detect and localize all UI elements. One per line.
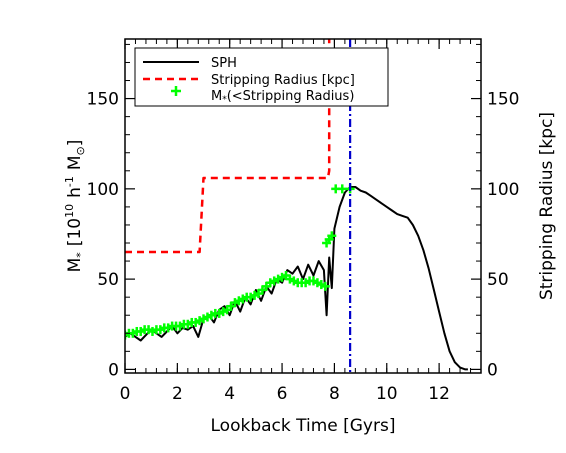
- x-tick-label: 10: [376, 384, 398, 404]
- mstar-point: [320, 281, 330, 291]
- legend-label-mstar: M*(<Stripping Radius): [211, 89, 354, 105]
- legend-mstar-sub: *: [222, 95, 227, 105]
- mstar-point: [327, 231, 337, 241]
- x-axis-title: Lookback Time [Gyrs]: [211, 416, 396, 436]
- legend: SPH Stripping Radius [kpc] M*(<Stripping…: [134, 47, 389, 107]
- x-tick-label: 0: [120, 384, 131, 404]
- y-left-exp-h: -1: [63, 176, 76, 187]
- mstar-point: [337, 184, 347, 194]
- y-left-tick-label: 150: [87, 90, 119, 110]
- legend-mstar-suffix: (<Stripping Radius): [227, 89, 355, 104]
- legend-box: [134, 47, 389, 107]
- legend-swatch-mstar: [171, 86, 181, 96]
- x-tick-label: 8: [329, 384, 340, 404]
- x-tick-label: 12: [428, 384, 450, 404]
- y-right-tick-label: 150: [487, 90, 519, 110]
- legend-label-sph: SPH: [211, 56, 237, 71]
- y-axis-right-title: Stripping Radius [kpc]: [537, 112, 557, 300]
- x-tick-label: 6: [277, 384, 288, 404]
- y-left-exp10: 10: [63, 204, 76, 218]
- x-tick-label: 4: [224, 384, 235, 404]
- y-left-tick-label: 100: [87, 180, 119, 200]
- y-right-tick-label: 0: [487, 360, 498, 380]
- y-left-m: M: [65, 258, 85, 273]
- y-left-tick-label: 0: [108, 360, 119, 380]
- y-right-tick-label: 100: [487, 180, 519, 200]
- y-left-tick-label: 50: [97, 270, 119, 290]
- y-left-open: [10: [65, 218, 85, 246]
- y-left-h: h: [65, 187, 85, 198]
- series-stripping-radius-line: [125, 39, 331, 254]
- legend-mstar-prefix: M: [211, 89, 222, 104]
- ticks-layer: 0 2 4 6 8 10 12 0 50 100 150 0 50 100 150: [87, 39, 519, 404]
- y-left-close: ]: [65, 140, 85, 147]
- y-right-tick-label: 50: [487, 270, 509, 290]
- y-left-sun: ⊙: [74, 146, 87, 155]
- series-mstar-points: [125, 184, 355, 340]
- y-left-sub: *: [74, 252, 87, 258]
- x-tick-label: 2: [172, 384, 183, 404]
- legend-label-stripping: Stripping Radius [kpc]: [211, 73, 355, 88]
- y-left-msun: M: [65, 156, 85, 171]
- y-axis-left-title: M*[1010h-1M⊙]: [63, 140, 87, 273]
